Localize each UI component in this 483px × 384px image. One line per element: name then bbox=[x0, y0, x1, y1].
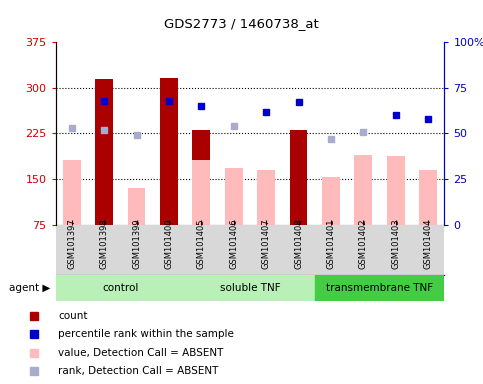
Bar bbox=[56, 275, 185, 301]
Bar bbox=[355, 155, 372, 225]
Bar bbox=[419, 170, 437, 225]
Bar bbox=[290, 130, 308, 225]
Bar bbox=[160, 78, 178, 225]
Bar bbox=[257, 170, 275, 225]
Text: GDS2773 / 1460738_at: GDS2773 / 1460738_at bbox=[164, 17, 319, 30]
Text: agent ▶: agent ▶ bbox=[9, 283, 51, 293]
Text: control: control bbox=[102, 283, 139, 293]
Bar bbox=[63, 160, 81, 225]
Text: rank, Detection Call = ABSENT: rank, Detection Call = ABSENT bbox=[58, 366, 218, 376]
Bar bbox=[128, 188, 145, 225]
Text: soluble TNF: soluble TNF bbox=[220, 283, 280, 293]
Text: count: count bbox=[58, 311, 87, 321]
Text: percentile rank within the sample: percentile rank within the sample bbox=[58, 329, 234, 339]
Text: transmembrane TNF: transmembrane TNF bbox=[326, 283, 433, 293]
Bar bbox=[185, 275, 315, 301]
Bar bbox=[192, 130, 210, 225]
Bar bbox=[387, 158, 405, 225]
Bar bbox=[225, 168, 242, 225]
Bar bbox=[322, 177, 340, 225]
Bar bbox=[387, 156, 405, 225]
Bar bbox=[192, 160, 210, 225]
Text: value, Detection Call = ABSENT: value, Detection Call = ABSENT bbox=[58, 348, 223, 358]
Bar bbox=[315, 275, 444, 301]
Bar bbox=[95, 79, 113, 225]
